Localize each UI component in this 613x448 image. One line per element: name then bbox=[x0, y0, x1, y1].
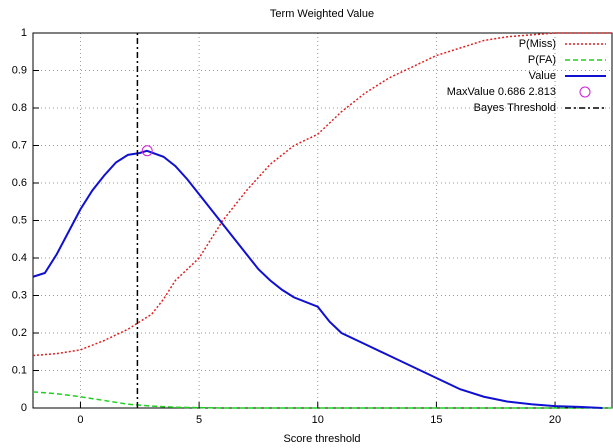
legend-label: MaxValue 0.686 2.813 bbox=[447, 86, 556, 98]
y-tick-label: 0.9 bbox=[12, 64, 27, 76]
y-tick-label: 1 bbox=[21, 27, 27, 39]
y-tick-label: 0.2 bbox=[12, 327, 27, 339]
legend-label: Bayes Threshold bbox=[474, 102, 556, 114]
y-tick-label: 0.8 bbox=[12, 102, 27, 114]
y-tick-label: 0.1 bbox=[12, 364, 27, 376]
y-tick-label: 0 bbox=[21, 402, 27, 414]
x-axis-label: Score threshold bbox=[283, 433, 360, 445]
x-tick-label: 20 bbox=[549, 414, 561, 426]
legend-label: P(Miss) bbox=[519, 38, 556, 50]
y-tick-label: 0.6 bbox=[12, 177, 27, 189]
x-tick-label: 0 bbox=[77, 414, 83, 426]
series-line bbox=[32, 149, 603, 409]
legend-label: Value bbox=[529, 70, 556, 82]
legend-marker bbox=[579, 86, 591, 98]
x-tick-label: 5 bbox=[196, 414, 202, 426]
series-line bbox=[32, 391, 612, 409]
chart-title: Term Weighted Value bbox=[270, 8, 374, 20]
y-tick-label: 0.5 bbox=[12, 214, 27, 226]
series-line bbox=[32, 32, 612, 357]
y-tick-label: 0.3 bbox=[12, 289, 27, 301]
y-tick-label: 0.7 bbox=[12, 139, 27, 151]
x-tick-label: 15 bbox=[430, 414, 442, 426]
legend-label: P(FA) bbox=[528, 54, 556, 66]
x-tick-label: 10 bbox=[312, 414, 324, 426]
max-marker bbox=[141, 145, 153, 157]
y-tick-label: 0.4 bbox=[12, 252, 27, 264]
